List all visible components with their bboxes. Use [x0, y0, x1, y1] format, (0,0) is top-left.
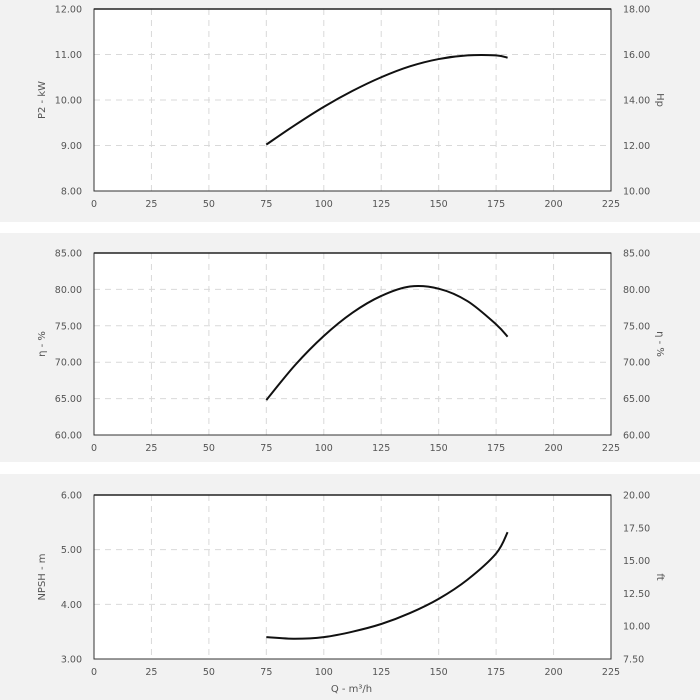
y-tick-label: 11.00 — [55, 50, 82, 61]
y-tick-label: 4.00 — [61, 600, 82, 611]
y-axis-title: P2 - kW — [37, 81, 48, 119]
x-tick-label: 225 — [602, 199, 620, 210]
x-tick-label: 200 — [544, 443, 562, 454]
x-tick-label: 25 — [145, 443, 157, 454]
y-tick-label: 60.00 — [55, 431, 82, 442]
y2-tick-label: 80.00 — [623, 285, 650, 296]
y-tick-label: 12.00 — [55, 5, 82, 16]
y-tick-label: 80.00 — [55, 285, 82, 296]
x-tick-label: 150 — [430, 443, 448, 454]
y-tick-label: 3.00 — [61, 655, 82, 666]
x-tick-label: 0 — [91, 667, 97, 678]
y2-tick-label: 85.00 — [623, 249, 650, 260]
y-axis-title: NPSH - m — [37, 553, 48, 600]
x-axis-title: Q - m³/h — [331, 684, 372, 695]
x-tick-label: 125 — [372, 199, 390, 210]
chart-panel-efficiency: 0 25 50 75 100 125 150 175 200 22560.0065.0070.00… — [0, 233, 700, 462]
y2-tick-label: 18.00 — [623, 5, 650, 16]
y-axis-title: η - % — [37, 331, 48, 357]
y-tick-label: 65.00 — [55, 394, 82, 405]
y-tick-label: 8.00 — [61, 187, 82, 198]
y2-tick-label: 70.00 — [623, 358, 650, 369]
x-tick-label: 50 — [203, 199, 215, 210]
y2-tick-label: 12.50 — [623, 589, 650, 600]
series-line-npsh — [266, 531, 509, 640]
x-tick-label: 25 — [145, 667, 157, 678]
x-tick-label: 100 — [315, 667, 333, 678]
y2-tick-label: 15.00 — [623, 556, 650, 567]
x-tick-label: 150 — [430, 199, 448, 210]
y2-tick-label: 7.50 — [623, 655, 644, 666]
x-tick-label: 75 — [260, 199, 272, 210]
y-tick-label: 5.00 — [61, 545, 82, 556]
y2-tick-label: 16.00 — [623, 50, 650, 61]
x-tick-label: 225 — [602, 443, 620, 454]
y2-tick-label: 20.00 — [623, 491, 650, 502]
y2-tick-label: 60.00 — [623, 431, 650, 442]
y-tick-label: 85.00 — [55, 249, 82, 260]
x-tick-label: 175 — [487, 443, 505, 454]
x-tick-label: 50 — [203, 667, 215, 678]
x-tick-label: 100 — [315, 199, 333, 210]
y-tick-label: 6.00 — [61, 491, 82, 502]
y2-tick-label: 75.00 — [623, 321, 650, 332]
x-tick-label: 175 — [487, 199, 505, 210]
y-tick-label: 9.00 — [61, 141, 82, 152]
x-tick-label: 175 — [487, 667, 505, 678]
y-tick-label: 75.00 — [55, 321, 82, 332]
series-line-efficiency — [265, 284, 509, 401]
x-tick-label: 0 — [91, 443, 97, 454]
series-line-power — [265, 54, 508, 146]
y2-axis-title: η - % — [654, 331, 665, 357]
x-tick-label: 225 — [602, 667, 620, 678]
x-tick-label: 25 — [145, 199, 157, 210]
x-tick-label: 50 — [203, 443, 215, 454]
x-tick-label: 200 — [544, 199, 562, 210]
y-tick-label: 70.00 — [55, 358, 82, 369]
y2-axis-title: ft — [654, 573, 665, 580]
x-tick-label: 125 — [372, 667, 390, 678]
x-tick-label: 125 — [372, 443, 390, 454]
y2-tick-label: 10.00 — [623, 622, 650, 633]
y2-tick-label: 14.00 — [623, 96, 650, 107]
y2-tick-label: 12.00 — [623, 141, 650, 152]
plot-area — [94, 495, 611, 659]
y2-tick-label: 17.50 — [623, 523, 650, 534]
y2-tick-label: 10.00 — [623, 187, 650, 198]
y2-tick-label: 65.00 — [623, 394, 650, 405]
chart-panel-power: 0 25 50 75 100 125 150 175 200 225 8.00 9.00 10.00 11… — [0, 0, 700, 222]
y-tick-label: 10.00 — [55, 96, 82, 107]
plot-area — [94, 253, 611, 435]
x-tick-label: 75 — [260, 443, 272, 454]
x-tick-label: 200 — [544, 667, 562, 678]
x-tick-label: 0 — [91, 199, 97, 210]
chart-panel-npsh: 0 25 50 75 100 125 150 175 200 225 3.00 4.00 5.00 6.0… — [0, 474, 700, 700]
y2-axis-title: Hp — [654, 93, 665, 107]
x-tick-label: 100 — [315, 443, 333, 454]
x-tick-label: 150 — [430, 667, 448, 678]
x-tick-label: 75 — [260, 667, 272, 678]
